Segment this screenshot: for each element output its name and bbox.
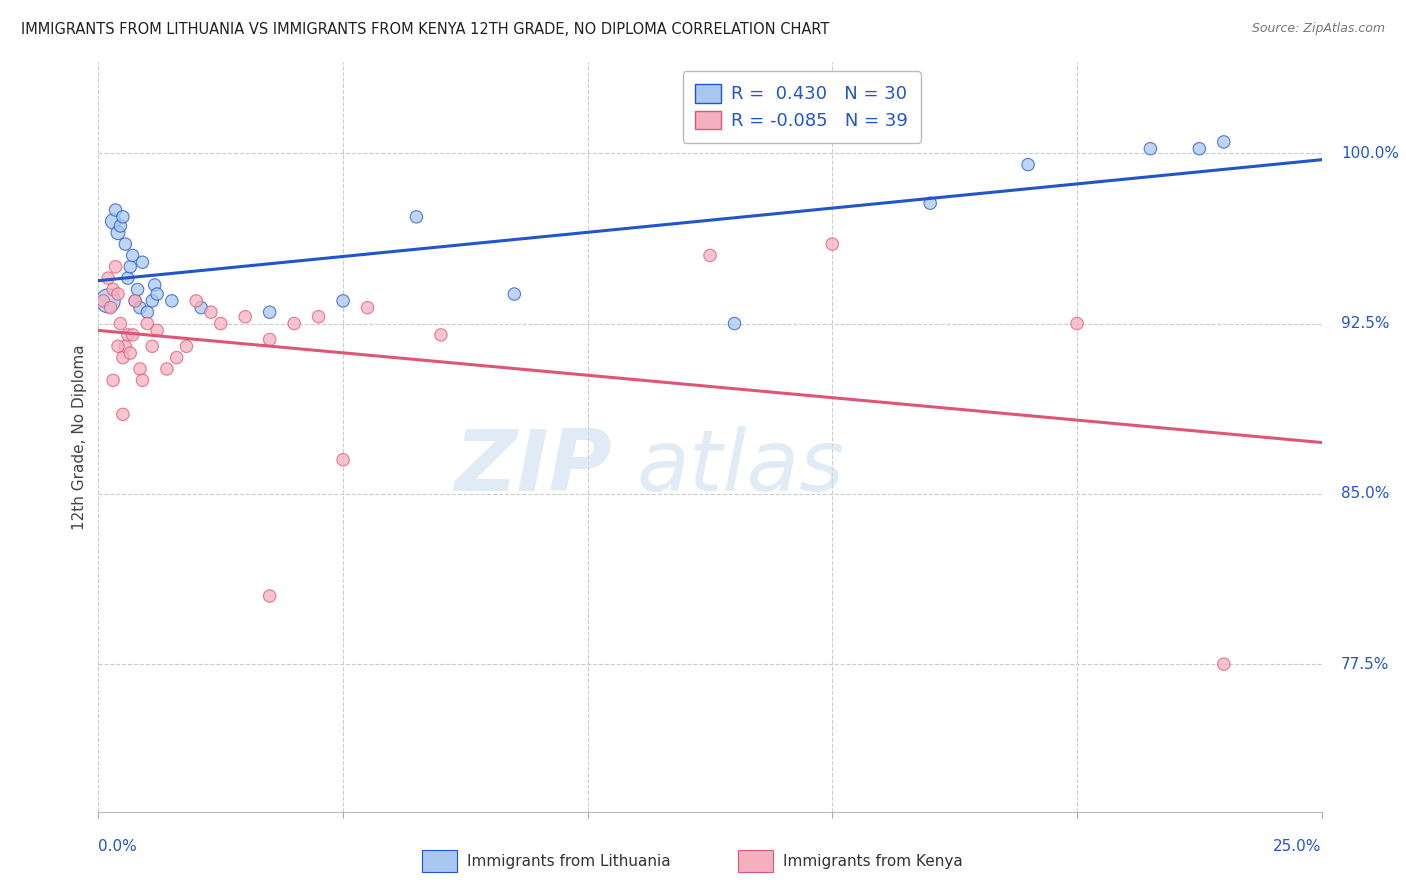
Text: 0.0%: 0.0% — [98, 839, 138, 854]
Point — [100, 301, 122, 315]
Point — [104, 202, 127, 217]
Point — [259, 589, 281, 603]
Text: 100.0%: 100.0% — [1341, 145, 1399, 161]
Point — [117, 327, 139, 342]
Point — [1212, 657, 1234, 672]
Point — [283, 317, 305, 331]
Point — [101, 373, 124, 387]
Point — [131, 373, 153, 387]
Point — [97, 293, 120, 308]
Point — [920, 196, 942, 211]
Text: 85.0%: 85.0% — [1341, 486, 1389, 501]
Point — [124, 293, 146, 308]
Point — [503, 287, 526, 301]
Point — [141, 293, 163, 308]
Point — [107, 287, 129, 301]
Point — [120, 260, 142, 274]
Point — [129, 362, 152, 376]
Point — [176, 339, 198, 353]
Point — [160, 293, 183, 308]
Point — [136, 317, 159, 331]
Point — [332, 452, 354, 467]
Point — [699, 248, 721, 262]
Point — [200, 305, 222, 319]
Point — [146, 323, 169, 337]
Point — [1066, 317, 1088, 331]
Point — [259, 305, 281, 319]
Point — [111, 210, 134, 224]
Point — [166, 351, 188, 365]
Legend: R =  0.430   N = 30, R = -0.085   N = 39: R = 0.430 N = 30, R = -0.085 N = 39 — [683, 71, 921, 143]
Text: atlas: atlas — [637, 425, 845, 508]
Text: Immigrants from Lithuania: Immigrants from Lithuania — [467, 855, 671, 869]
Point — [146, 287, 169, 301]
Point — [723, 317, 745, 331]
Point — [124, 293, 146, 308]
Point — [136, 305, 159, 319]
Text: IMMIGRANTS FROM LITHUANIA VS IMMIGRANTS FROM KENYA 12TH GRADE, NO DIPLOMA CORREL: IMMIGRANTS FROM LITHUANIA VS IMMIGRANTS … — [21, 22, 830, 37]
Point — [143, 277, 166, 292]
Point — [127, 283, 149, 297]
Point — [356, 301, 378, 315]
Point — [156, 362, 179, 376]
Point — [233, 310, 256, 324]
Point — [129, 301, 152, 315]
Point — [332, 293, 354, 308]
Text: ZIP: ZIP — [454, 425, 612, 508]
Point — [111, 351, 134, 365]
Point — [1139, 142, 1161, 156]
Point — [141, 339, 163, 353]
Text: 77.5%: 77.5% — [1341, 657, 1389, 672]
Point — [107, 339, 129, 353]
Point — [110, 219, 132, 233]
Point — [430, 327, 453, 342]
Point — [1017, 158, 1039, 172]
Point — [121, 327, 143, 342]
Point — [131, 255, 153, 269]
Point — [121, 248, 143, 262]
Text: Source: ZipAtlas.com: Source: ZipAtlas.com — [1251, 22, 1385, 36]
Text: Immigrants from Kenya: Immigrants from Kenya — [783, 855, 963, 869]
Point — [1212, 135, 1234, 149]
Y-axis label: 12th Grade, No Diploma: 12th Grade, No Diploma — [72, 344, 87, 530]
Point — [107, 226, 129, 240]
Point — [186, 293, 208, 308]
Point — [209, 317, 232, 331]
Point — [110, 317, 132, 331]
Point — [104, 260, 127, 274]
Point — [821, 237, 844, 252]
Point — [1188, 142, 1211, 156]
Text: 25.0%: 25.0% — [1274, 839, 1322, 854]
Point — [259, 333, 281, 347]
Point — [114, 237, 136, 252]
Point — [190, 301, 212, 315]
Point — [111, 408, 134, 422]
Point — [97, 271, 120, 285]
Point — [114, 339, 136, 353]
Point — [101, 283, 124, 297]
Point — [308, 310, 330, 324]
Point — [405, 210, 427, 224]
Point — [120, 346, 142, 360]
Point — [91, 293, 114, 308]
Point — [117, 271, 139, 285]
Point — [101, 214, 124, 228]
Text: 92.5%: 92.5% — [1341, 316, 1389, 331]
